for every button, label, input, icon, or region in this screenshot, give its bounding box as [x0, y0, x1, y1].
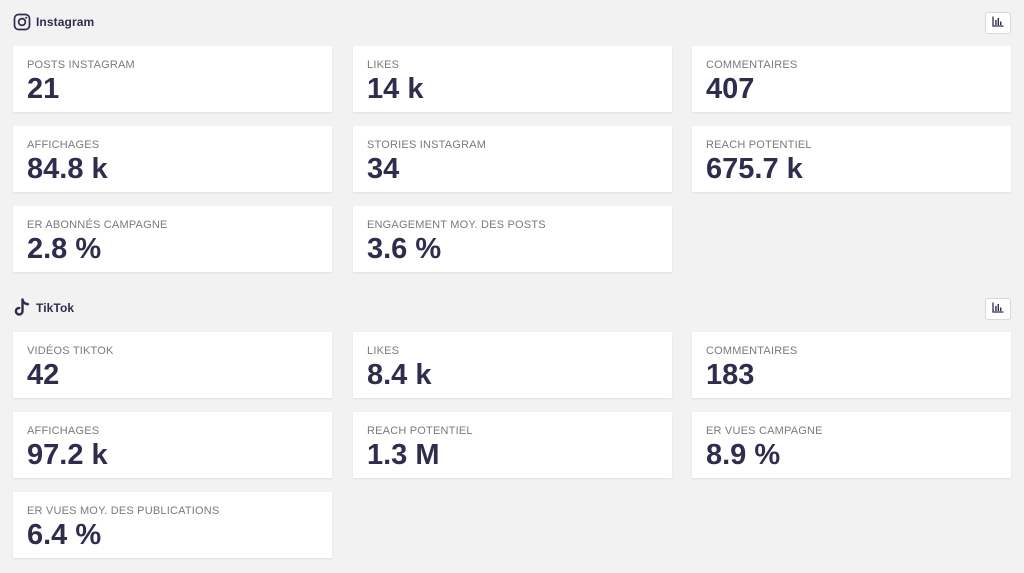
stat-label: AFFICHAGES: [27, 425, 100, 437]
stat-label: COMMENTAIRES: [706, 345, 798, 357]
stat-label: STORIES INSTAGRAM: [367, 139, 487, 151]
chart-view-button[interactable]: [985, 12, 1011, 34]
stat-card-affichages: AFFICHAGES 84.8 k: [13, 126, 332, 192]
stat-card-affichages: AFFICHAGES 97.2 k: [13, 412, 332, 478]
stat-card-er-vues-moy-publications: ER VUES MOY. DES PUBLICATIONS 6.4 %: [13, 492, 332, 558]
instagram-icon: [12, 12, 32, 32]
stat-value: 3.6 %: [367, 233, 442, 265]
bar-chart-icon: [992, 300, 1004, 318]
stat-value: 6.4 %: [27, 519, 102, 551]
stat-card-videos-tiktok: VIDÉOS TIKTOK 42: [13, 332, 332, 398]
stat-label: ER VUES CAMPAGNE: [706, 425, 823, 437]
stat-label: VIDÉOS TIKTOK: [27, 345, 114, 357]
tiktok-section: TikTok VIDÉOS TIKTOK 42 LIKES 8.4 k COMM…: [0, 286, 1024, 573]
stat-card-commentaires: COMMENTAIRES 183: [692, 332, 1011, 398]
stat-card-posts-instagram: POSTS INSTAGRAM 21: [13, 46, 332, 112]
instagram-section: Instagram POSTS INSTAGRAM 21 LIKES 14 k …: [0, 0, 1024, 286]
stat-value: 8.4 k: [367, 359, 432, 391]
stat-card-likes: LIKES 14 k: [353, 46, 672, 112]
stat-label: REACH POTENTIEL: [367, 425, 473, 437]
stat-value: 183: [706, 359, 755, 391]
stat-value: 42: [27, 359, 60, 391]
stat-card-commentaires: COMMENTAIRES 407: [692, 46, 1011, 112]
stat-card-engagement-moy-posts: ENGAGEMENT MOY. DES POSTS 3.6 %: [353, 206, 672, 272]
stat-card-stories-instagram: STORIES INSTAGRAM 34: [353, 126, 672, 192]
stat-label: AFFICHAGES: [27, 139, 100, 151]
stat-label: ENGAGEMENT MOY. DES POSTS: [367, 219, 546, 231]
bar-chart-icon: [992, 14, 1004, 32]
stat-value: 8.9 %: [706, 439, 781, 471]
section-title: Instagram: [36, 15, 95, 29]
stat-card-er-vues-campagne: ER VUES CAMPAGNE 8.9 %: [692, 412, 1011, 478]
stat-card-er-abonnes-campagne: ER ABONNÉS CAMPAGNE 2.8 %: [13, 206, 332, 272]
stat-label: ER ABONNÉS CAMPAGNE: [27, 219, 168, 231]
stat-card-likes: LIKES 8.4 k: [353, 332, 672, 398]
tiktok-section-header: TikTok: [12, 297, 74, 319]
stat-card-reach-potentiel: REACH POTENTIEL 1.3 M: [353, 412, 672, 478]
stat-label: COMMENTAIRES: [706, 59, 798, 71]
instagram-section-header: Instagram: [12, 11, 94, 33]
stat-value: 2.8 %: [27, 233, 102, 265]
stat-label: POSTS INSTAGRAM: [27, 59, 135, 71]
stat-label: REACH POTENTIEL: [706, 139, 812, 151]
chart-view-button[interactable]: [985, 298, 1011, 320]
stat-value: 14 k: [367, 73, 424, 105]
stat-label: LIKES: [367, 59, 400, 71]
stat-value: 21: [27, 73, 60, 105]
section-title: TikTok: [36, 301, 75, 315]
stat-card-reach-potentiel: REACH POTENTIEL 675.7 k: [692, 126, 1011, 192]
stat-value: 84.8 k: [27, 153, 108, 185]
stat-label: ER VUES MOY. DES PUBLICATIONS: [27, 505, 220, 517]
stat-value: 407: [706, 73, 755, 105]
stat-label: LIKES: [367, 345, 400, 357]
stat-value: 675.7 k: [706, 153, 803, 185]
tiktok-icon: [12, 298, 32, 318]
stat-value: 34: [367, 153, 400, 185]
stat-value: 97.2 k: [27, 439, 108, 471]
stat-value: 1.3 M: [367, 439, 440, 471]
